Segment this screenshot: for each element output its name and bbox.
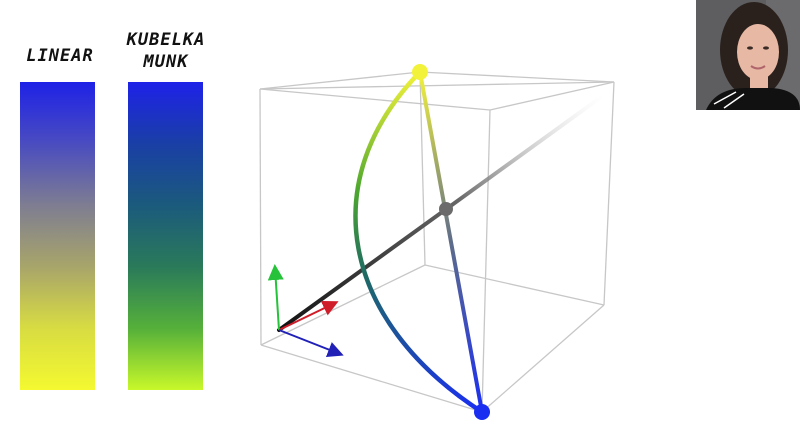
- label-munk: MUNK: [143, 52, 189, 72]
- presenter-image: [696, 0, 800, 110]
- cube-wireframe: [259, 71, 615, 413]
- cube-edge: [481, 304, 605, 413]
- label-kubelka: KUBELKA: [126, 30, 206, 50]
- presenter-webcam: [696, 0, 800, 110]
- cube-edge: [260, 264, 426, 346]
- linear-gradient-swatch: [20, 82, 95, 390]
- cube-edge: [424, 264, 605, 306]
- label-linear: LINEAR: [26, 46, 94, 66]
- axis-z-arrow: [278, 329, 344, 358]
- cube-edge: [259, 81, 615, 90]
- axis-x-arrow: [278, 301, 339, 331]
- blue-endpoint: [474, 404, 490, 420]
- linear-path: [418, 70, 484, 414]
- kubelka-munk-path: [353, 69, 485, 415]
- axis-y-arrow: [267, 264, 284, 331]
- cube-edge: [259, 88, 491, 111]
- kubelka-munk-gradient-swatch: [128, 82, 203, 390]
- cube-edge: [419, 71, 426, 266]
- cube-edge: [489, 81, 615, 111]
- cube-edge: [603, 81, 615, 306]
- cube-edge: [259, 88, 262, 346]
- cube-edge: [481, 109, 491, 413]
- cube-edge: [259, 71, 421, 90]
- grey-midpoint: [439, 202, 453, 216]
- yellow-endpoint: [412, 64, 428, 80]
- cube-edge: [260, 344, 483, 413]
- cube-edge: [419, 71, 615, 83]
